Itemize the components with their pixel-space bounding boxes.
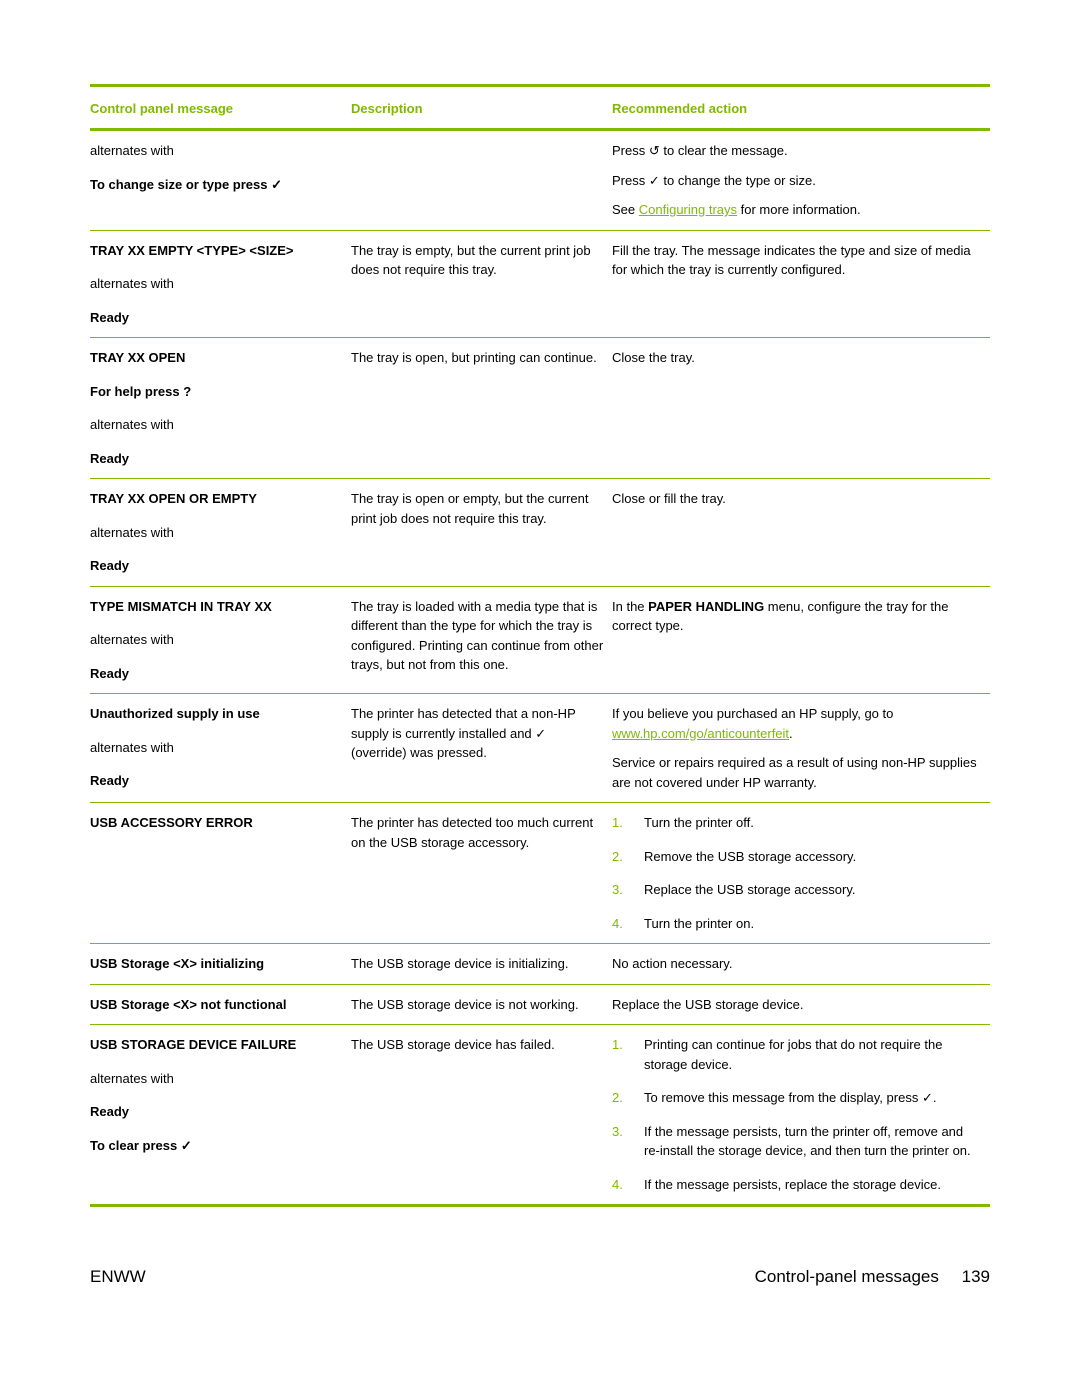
cell-action: Fill the tray. The message indicates the… [612, 231, 990, 338]
cell-action: Turn the printer off. Remove the USB stor… [612, 803, 990, 944]
table-row: USB ACCESSORY ERRORThe printer has detec… [90, 803, 990, 944]
list-item: If the message persists, replace the sto… [612, 1175, 982, 1195]
cell-message: USB Storage <X> not functional [90, 985, 351, 1025]
table-row: USB STORAGE DEVICE FAILUREalternates wit… [90, 1025, 990, 1206]
cell-description: The USB storage device is initializing. [351, 944, 612, 984]
document-page: Control panel message Description Recomm… [0, 0, 1080, 1327]
cell-description: The tray is open or empty, but the curre… [351, 479, 612, 586]
list-item: Printing can continue for jobs that do n… [612, 1035, 982, 1074]
cell-message: Unauthorized supply in usealternates wit… [90, 694, 351, 803]
list-item: If the message persists, turn the printe… [612, 1122, 982, 1161]
cell-action: Replace the USB storage device. [612, 985, 990, 1025]
cell-action: Press ↺ to clear the message.Press ✓ to … [612, 131, 990, 230]
check-icon: ✓ [535, 726, 546, 741]
page-footer: ENWW Control-panel messages 139 [90, 1267, 990, 1287]
cell-message: USB STORAGE DEVICE FAILUREalternates wit… [90, 1025, 351, 1206]
cell-description [351, 131, 612, 230]
cell-message: TRAY XX EMPTY <TYPE> <SIZE>alternates wi… [90, 231, 351, 338]
cell-message: USB Storage <X> initializing [90, 944, 351, 984]
table-row: TRAY XX EMPTY <TYPE> <SIZE>alternates wi… [90, 231, 990, 338]
messages-table: Control panel message Description Recomm… [90, 84, 990, 1207]
cell-action: No action necessary. [612, 944, 990, 984]
link[interactable]: www.hp.com/go/anticounterfeit [612, 726, 789, 741]
table-row: TRAY XX OPENFor help press ?alternates w… [90, 338, 990, 479]
cell-action: Close the tray. [612, 338, 990, 479]
cell-action: Close or fill the tray. [612, 479, 990, 586]
footer-right: Control-panel messages 139 [755, 1267, 990, 1287]
cell-message: TRAY XX OPEN OR EMPTYalternates withRead… [90, 479, 351, 586]
back-icon: ↺ [649, 143, 660, 158]
check-icon: ✓ [181, 1138, 192, 1153]
table-row: Unauthorized supply in usealternates wit… [90, 694, 990, 803]
col-header-description: Description [351, 87, 612, 130]
cell-description: The USB storage device is not working. [351, 985, 612, 1025]
action-list: Turn the printer off. Remove the USB stor… [612, 813, 982, 933]
cell-description: The printer has detected too much curren… [351, 803, 612, 944]
list-item: Turn the printer on. [612, 914, 982, 934]
cell-description: The printer has detected that a non-HP s… [351, 694, 612, 803]
cell-description: The USB storage device has failed. [351, 1025, 612, 1206]
list-item: Remove the USB storage accessory. [612, 847, 982, 867]
col-header-message: Control panel message [90, 87, 351, 130]
cell-message: TRAY XX OPENFor help press ?alternates w… [90, 338, 351, 479]
check-icon: ✓ [649, 173, 660, 188]
cell-action: In the PAPER HANDLING menu, configure th… [612, 587, 990, 694]
cell-description: The tray is empty, but the current print… [351, 231, 612, 338]
table-header-row: Control panel message Description Recomm… [90, 87, 990, 130]
cell-description: The tray is open, but printing can conti… [351, 338, 612, 479]
cell-description: The tray is loaded with a media type tha… [351, 587, 612, 694]
cell-action: Printing can continue for jobs that do n… [612, 1025, 990, 1206]
list-item: To remove this message from the display,… [612, 1088, 982, 1108]
check-icon: ✓ [271, 177, 282, 192]
cell-message: alternates withTo change size or type pr… [90, 131, 351, 230]
help-icon: ? [183, 384, 191, 399]
table-row: USB Storage <X> initializingThe USB stor… [90, 944, 990, 984]
link[interactable]: Configuring trays [639, 202, 737, 217]
table-row: TYPE MISMATCH IN TRAY XXalternates withR… [90, 587, 990, 694]
footer-left: ENWW [90, 1267, 146, 1287]
cell-message: TYPE MISMATCH IN TRAY XXalternates withR… [90, 587, 351, 694]
cell-message: USB ACCESSORY ERROR [90, 803, 351, 944]
col-header-action: Recommended action [612, 87, 990, 130]
table-row: TRAY XX OPEN OR EMPTYalternates withRead… [90, 479, 990, 586]
list-item: Replace the USB storage accessory. [612, 880, 982, 900]
check-icon: ✓ [922, 1090, 933, 1105]
table-row: USB Storage <X> not functionalThe USB st… [90, 985, 990, 1025]
table-row: alternates withTo change size or type pr… [90, 131, 990, 230]
action-list: Printing can continue for jobs that do n… [612, 1035, 982, 1194]
page-number: 139 [962, 1267, 990, 1286]
cell-action: If you believe you purchased an HP suppl… [612, 694, 990, 803]
list-item: Turn the printer off. [612, 813, 982, 833]
